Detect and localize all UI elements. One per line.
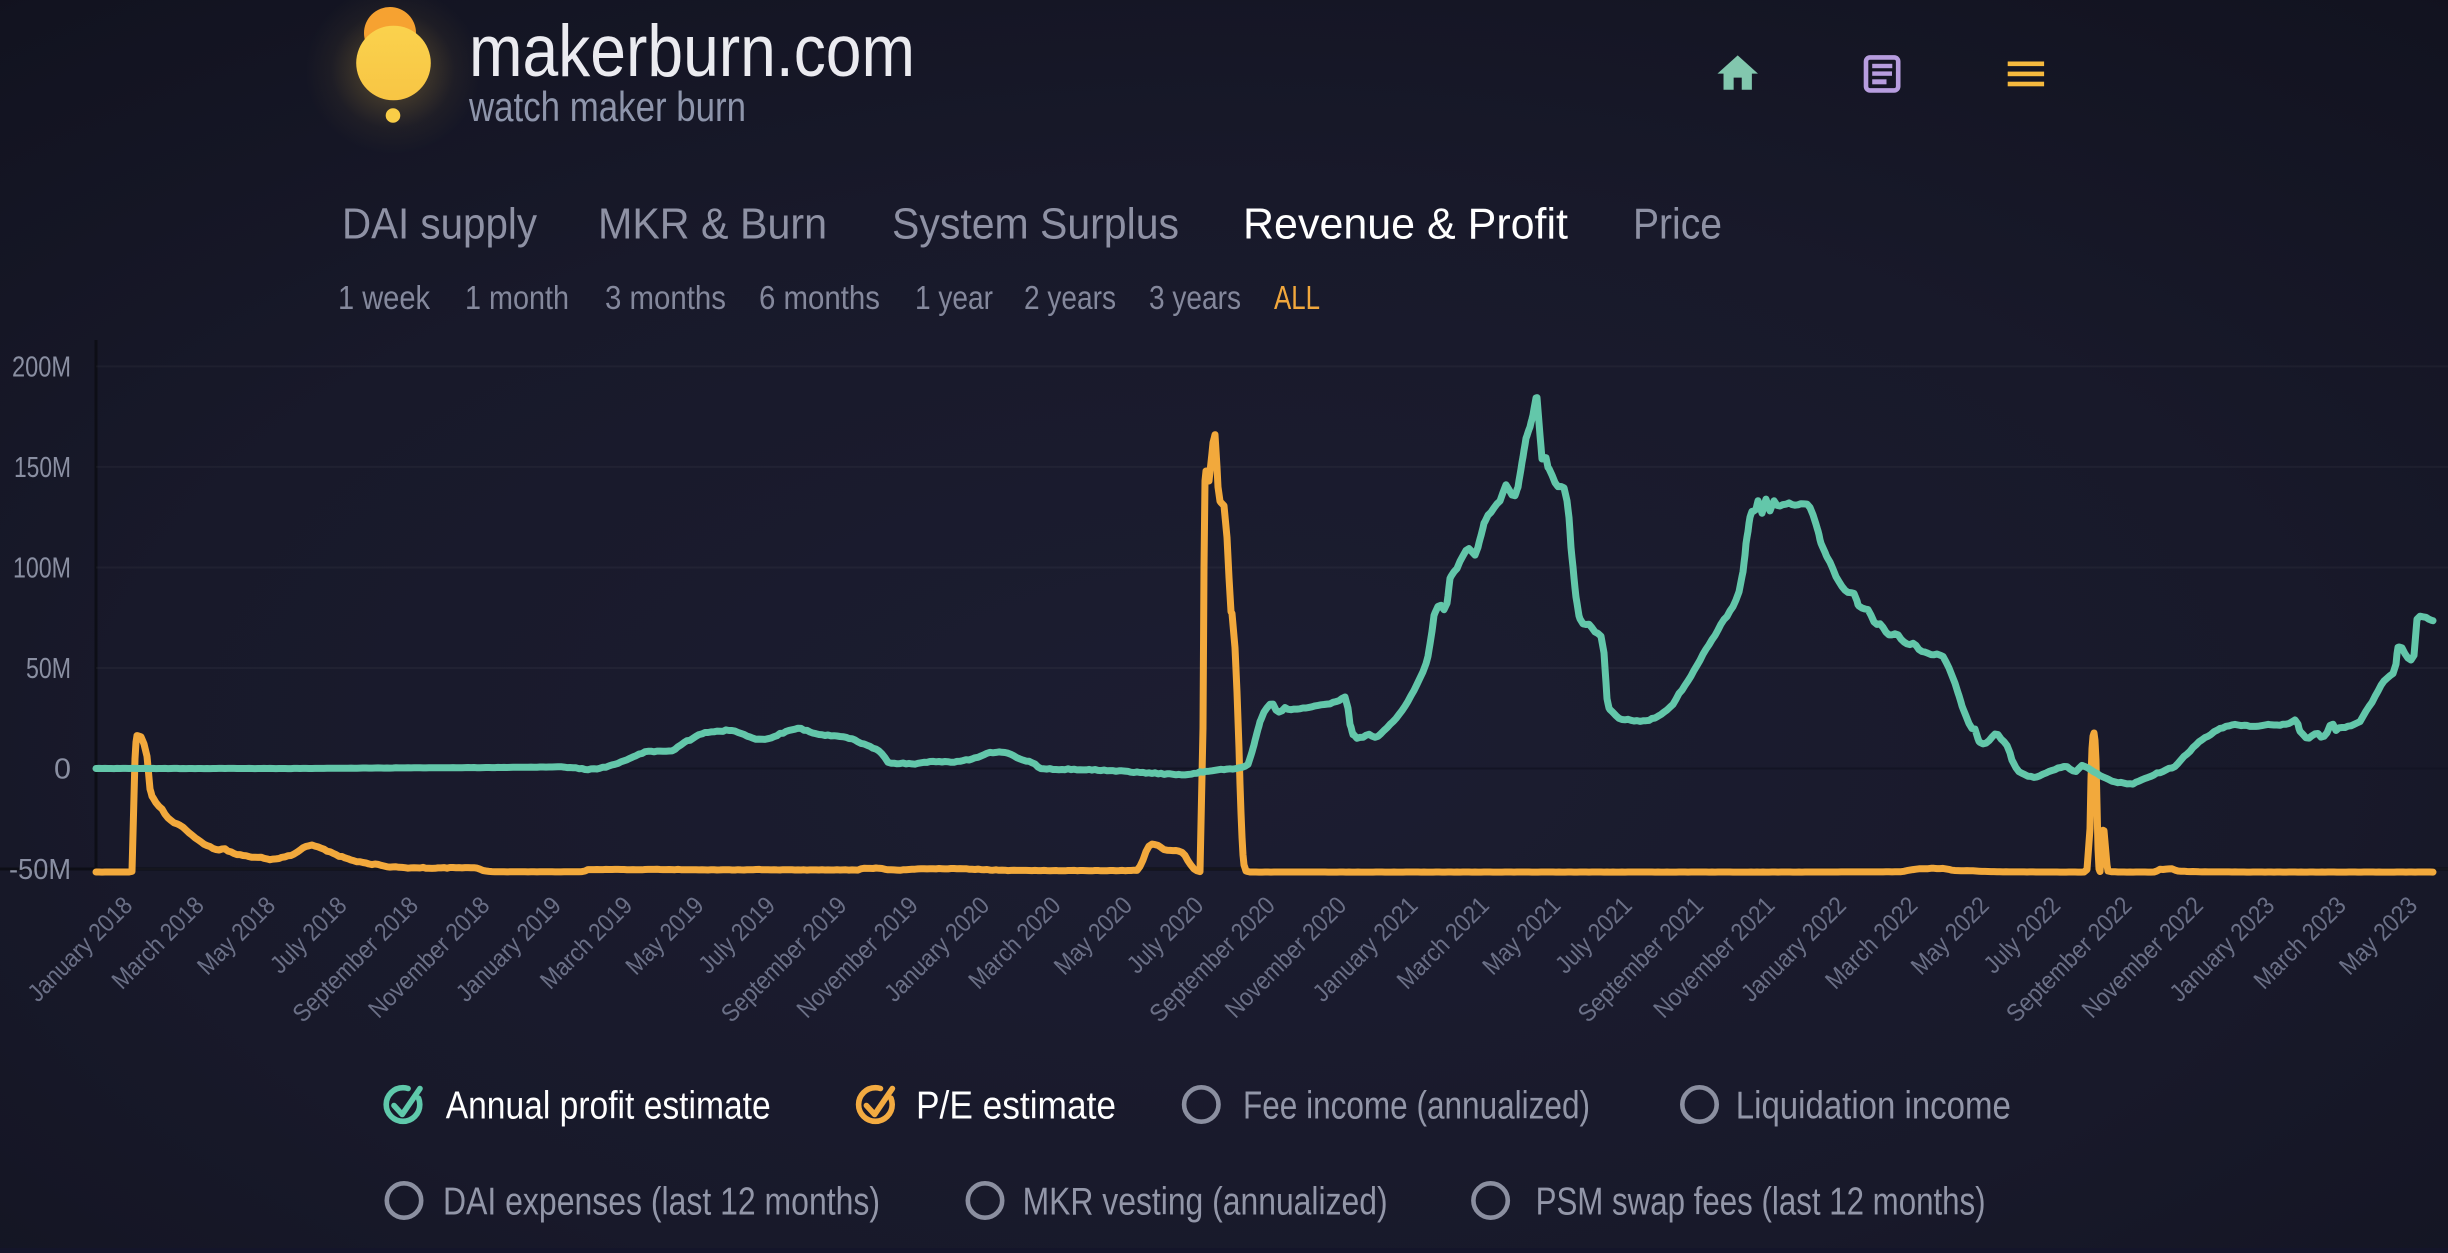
svg-text:100M: 100M [13, 553, 71, 585]
svg-text:ALL: ALL [1274, 279, 1320, 316]
svg-text:2 years: 2 years [1024, 279, 1116, 316]
svg-text:PSM swap fees (last 12 months): PSM swap fees (last 12 months) [1536, 1181, 1986, 1224]
svg-text:watch maker burn: watch maker burn [468, 83, 746, 130]
svg-text:1 week: 1 week [338, 279, 430, 316]
svg-text:MKR vesting (annualized): MKR vesting (annualized) [1023, 1181, 1388, 1224]
svg-text:DAI expenses (last 12 months): DAI expenses (last 12 months) [443, 1181, 880, 1224]
svg-text:Revenue & Profit: Revenue & Profit [1243, 200, 1568, 249]
svg-text:3 months: 3 months [605, 279, 726, 316]
svg-text:6 months: 6 months [759, 279, 880, 316]
svg-text:P/E estimate: P/E estimate [916, 1085, 1116, 1128]
svg-text:Annual profit estimate: Annual profit estimate [446, 1085, 771, 1128]
svg-text:makerburn.com: makerburn.com [469, 11, 915, 92]
svg-text:150M: 150M [14, 452, 71, 484]
svg-text:DAI supply: DAI supply [342, 200, 537, 249]
svg-text:Price: Price [1633, 200, 1722, 249]
svg-text:0: 0 [54, 754, 71, 786]
svg-text:Liquidation income: Liquidation income [1736, 1085, 2011, 1128]
svg-text:MKR & Burn: MKR & Burn [598, 200, 827, 249]
svg-text:200M: 200M [12, 351, 71, 383]
svg-text:50M: 50M [26, 653, 71, 685]
svg-text:Fee income (annualized): Fee income (annualized) [1243, 1085, 1590, 1128]
svg-text:1 year: 1 year [915, 279, 993, 316]
svg-text:3 years: 3 years [1149, 279, 1241, 316]
svg-text:-50M: -50M [9, 854, 71, 886]
svg-text:System Surplus: System Surplus [892, 200, 1179, 249]
svg-text:1 month: 1 month [465, 279, 569, 316]
